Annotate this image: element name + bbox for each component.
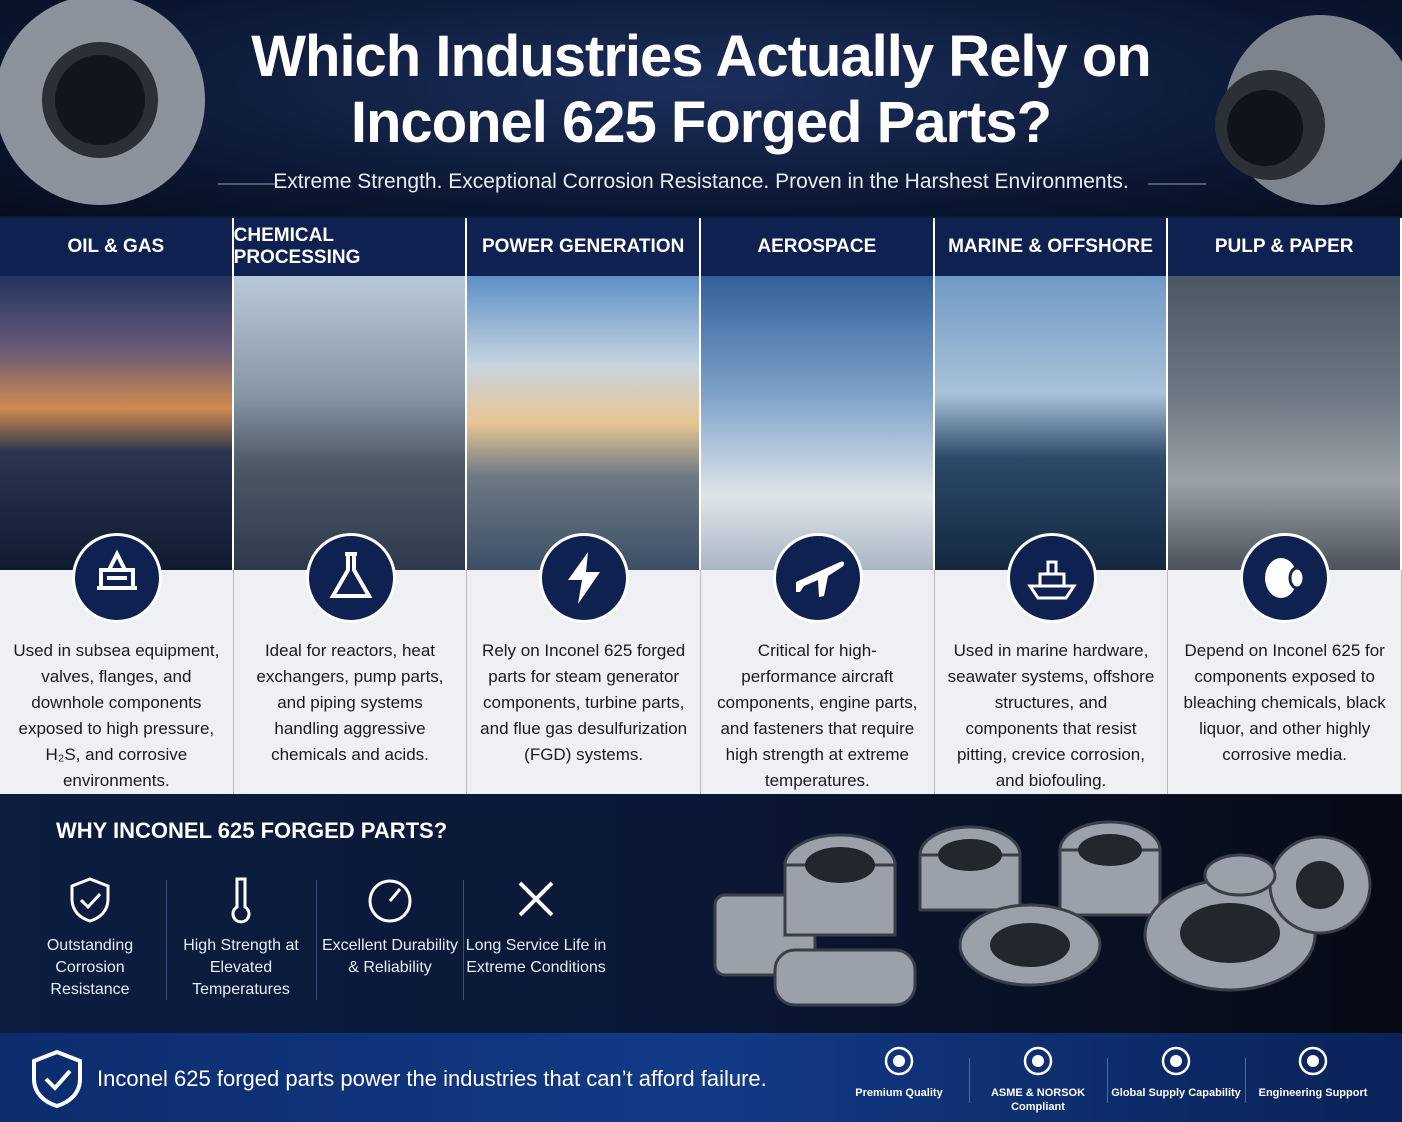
industry-description: Rely on Inconel 625 forged parts for ste… <box>467 570 701 794</box>
industry-icon <box>539 533 630 623</box>
footer: Inconel 625 forged parts power the indus… <box>0 1033 1402 1122</box>
why-section: WHY INCONEL 625 FORGED PARTS? Outstandin… <box>0 795 1402 1033</box>
icon-glyph <box>568 552 601 604</box>
industry-icon <box>772 533 863 623</box>
benefit-icon <box>512 875 560 932</box>
tagline: Inconel 625 forged parts power the indus… <box>97 1066 767 1091</box>
header: Which Industries Actually Rely on Incone… <box>0 0 1402 216</box>
divider <box>315 880 317 1000</box>
industry-icon <box>305 533 396 623</box>
benefit-glyph <box>518 881 554 917</box>
badge-icon <box>1295 1045 1331 1086</box>
divider <box>165 880 167 1000</box>
subtitle: Extreme Strength. Exceptional Corrosion … <box>273 170 1129 193</box>
divider <box>968 1058 970 1103</box>
why-title: WHY INCONEL 625 FORGED PARTS? <box>56 818 448 843</box>
benefit-glyph <box>70 877 110 923</box>
industry-photo <box>467 276 701 570</box>
badge-icon <box>1158 1045 1194 1086</box>
industry-photo <box>701 276 935 570</box>
industry-icon <box>1006 533 1097 623</box>
icon-glyph <box>1026 560 1077 600</box>
badge-glyph <box>1298 1046 1328 1076</box>
icon-glyph <box>96 549 137 590</box>
benefit-icon <box>217 875 265 932</box>
icon-glyph <box>1265 558 1306 598</box>
benefit-label: High Strength at Elevated Temperatures <box>183 937 299 998</box>
shield-icon <box>32 1049 82 1109</box>
benefit-icon <box>66 875 114 932</box>
badge-glyph <box>884 1046 914 1076</box>
icon-glyph <box>795 561 845 597</box>
benefit-label: Long Service Life in Extreme Conditions <box>465 937 607 976</box>
benefit-glyph <box>231 877 251 924</box>
header-art <box>0 0 1402 205</box>
industry-name: MARINE & OFFSHORE <box>934 218 1169 276</box>
icon-glyph <box>329 552 372 598</box>
industry-name: AEROSPACE <box>701 218 935 276</box>
industry-description: Ideal for reactors, heat exchangers, pum… <box>233 570 468 794</box>
benefit-glyph <box>368 879 412 923</box>
divider <box>1244 1058 1246 1103</box>
industry-photo <box>0 276 234 570</box>
badge-glyph <box>1023 1046 1053 1076</box>
badge-label: Global Supply Capability <box>1111 1087 1241 1099</box>
benefit-label: Excellent Durability & Reliability <box>321 937 459 976</box>
benefit-label: Outstanding Corrosion Resistance <box>46 937 134 998</box>
benefit-icon <box>366 875 414 932</box>
industry-photo <box>1168 276 1402 570</box>
industry-name: OIL & GAS <box>0 218 234 276</box>
badge-glyph <box>1161 1046 1191 1076</box>
industry-name: POWER GENERATION <box>467 218 701 276</box>
badge-label: Premium Quality <box>855 1087 943 1099</box>
industry-icon <box>71 533 162 623</box>
industry-name: CHEMICAL PROCESSING <box>233 218 468 276</box>
divider <box>463 880 464 1000</box>
badge-label: Engineering Support <box>1258 1087 1368 1099</box>
industry-icon <box>1240 533 1331 623</box>
divider <box>1107 1058 1108 1103</box>
title: Which Industries Actually Rely on Incone… <box>251 24 1151 155</box>
badge-icon <box>1020 1045 1056 1086</box>
badge-icon <box>881 1045 917 1086</box>
industry-photo <box>233 276 468 570</box>
industry-name: PULP & PAPER <box>1168 218 1402 276</box>
parts-art <box>713 820 1372 1007</box>
badge-label: ASME & NORSOK Compliant <box>990 1087 1086 1113</box>
industry-photo <box>934 276 1169 570</box>
